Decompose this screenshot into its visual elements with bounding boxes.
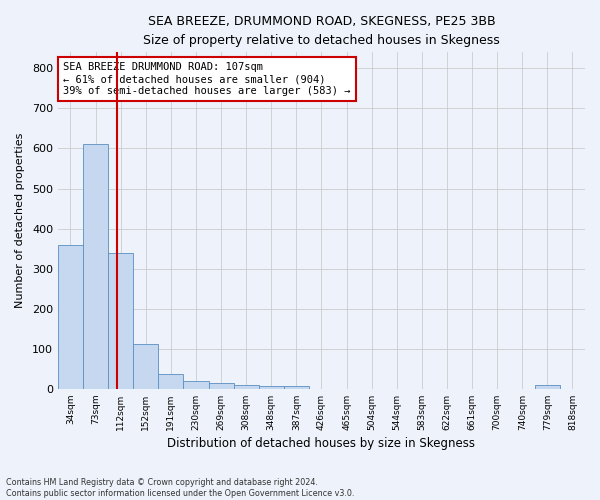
Bar: [259, 386, 284, 389]
Bar: [233, 385, 259, 389]
Bar: [284, 386, 309, 389]
Y-axis label: Number of detached properties: Number of detached properties: [15, 133, 25, 308]
Bar: [158, 374, 184, 389]
Bar: [133, 344, 158, 389]
Bar: [83, 144, 108, 389]
X-axis label: Distribution of detached houses by size in Skegness: Distribution of detached houses by size …: [167, 437, 475, 450]
Text: Contains HM Land Registry data © Crown copyright and database right 2024.
Contai: Contains HM Land Registry data © Crown c…: [6, 478, 355, 498]
Bar: [209, 383, 233, 389]
Bar: [108, 254, 133, 389]
Bar: [535, 385, 560, 389]
Bar: [58, 246, 83, 389]
Title: SEA BREEZE, DRUMMOND ROAD, SKEGNESS, PE25 3BB
Size of property relative to detac: SEA BREEZE, DRUMMOND ROAD, SKEGNESS, PE2…: [143, 15, 500, 47]
Bar: [184, 381, 209, 389]
Text: SEA BREEZE DRUMMOND ROAD: 107sqm
← 61% of detached houses are smaller (904)
39% : SEA BREEZE DRUMMOND ROAD: 107sqm ← 61% o…: [63, 62, 351, 96]
